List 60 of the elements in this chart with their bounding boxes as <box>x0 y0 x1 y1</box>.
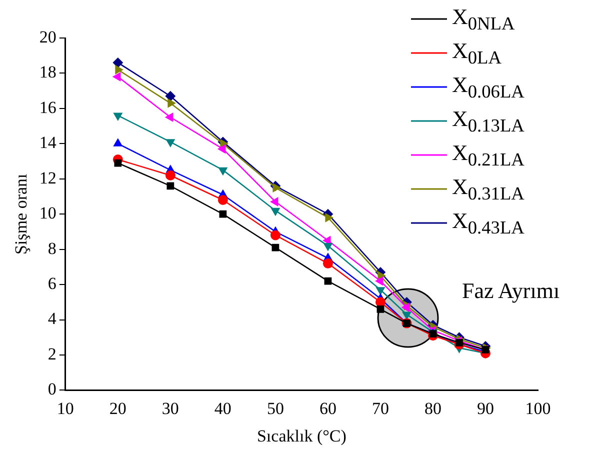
point <box>270 230 280 240</box>
x-tick-label: 90 <box>476 398 494 418</box>
x-tick-label: 80 <box>424 398 442 418</box>
y-axis-title: Şişme oranı <box>12 173 31 254</box>
y-tick-label: 8 <box>48 238 56 258</box>
annotation: Faz Ayrımı <box>462 278 560 304</box>
point <box>324 277 332 285</box>
point <box>402 303 410 312</box>
x-tick-label: 40 <box>214 398 232 418</box>
point <box>166 139 175 147</box>
y-tick-label: 16 <box>39 98 56 117</box>
point <box>375 276 384 286</box>
point <box>219 210 227 218</box>
point <box>114 138 122 146</box>
point <box>270 197 278 206</box>
legend-label: X$_{0.43LA}$ <box>452 208 524 238</box>
y-tick-label: 0 <box>48 380 56 399</box>
x-tick-label: 20 <box>109 398 126 418</box>
y-tick-label: 20 <box>39 27 56 46</box>
point <box>168 98 176 108</box>
point <box>271 208 280 216</box>
point <box>112 72 121 82</box>
y-tick-label: 14 <box>39 133 57 152</box>
point <box>376 287 385 295</box>
x-tick-label: 60 <box>319 398 336 418</box>
point <box>324 243 332 251</box>
point <box>218 195 228 206</box>
y-tick-label: 12 <box>39 168 56 188</box>
x-tick-label: 70 <box>372 398 389 418</box>
point <box>165 91 176 102</box>
point <box>272 183 280 192</box>
point <box>218 167 228 176</box>
y-tick-label: 4 <box>48 309 57 328</box>
legend-label: X$_{0NLA}$ <box>452 4 515 34</box>
legend-label: X$_{0.06LA}$ <box>452 72 524 102</box>
point <box>322 258 333 268</box>
y-tick-label: 2 <box>48 344 56 364</box>
point <box>165 170 176 180</box>
y-tick-label: 18 <box>39 62 56 82</box>
point <box>325 213 333 222</box>
y-tick-label: 10 <box>39 204 56 223</box>
y-tick-label: 6 <box>48 274 56 294</box>
point <box>114 159 122 167</box>
point <box>165 112 174 122</box>
legend-label: X$_{0.21LA}$ <box>452 140 524 170</box>
legend-label: X$_{0.13LA}$ <box>452 106 524 136</box>
point <box>376 306 384 313</box>
point <box>115 65 123 74</box>
x-tick-label: 100 <box>525 398 551 418</box>
x-tick-label: 50 <box>266 398 284 418</box>
legend-label: X$_{0LA}$ <box>452 38 502 68</box>
x-axis-title: Sıcaklık (°C) <box>256 426 346 446</box>
legend-label: X$_{0.31LA}$ <box>452 174 524 204</box>
point <box>402 312 412 320</box>
point <box>166 182 174 190</box>
point <box>114 112 122 120</box>
point <box>112 58 123 68</box>
point <box>218 144 226 154</box>
point <box>272 244 280 252</box>
x-tick-label: 30 <box>162 398 179 418</box>
